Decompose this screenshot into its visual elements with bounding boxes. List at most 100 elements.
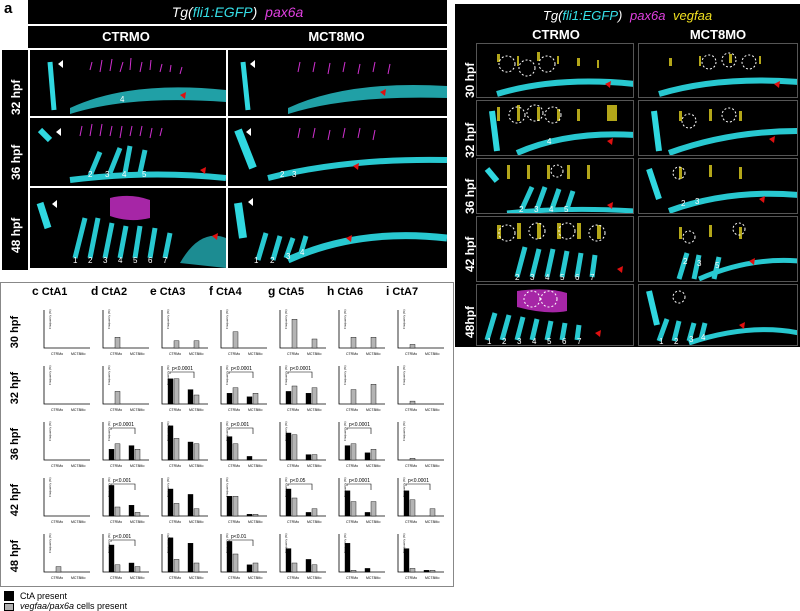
axis bbox=[397, 422, 444, 461]
axis bbox=[43, 478, 90, 517]
bar-chart-h-4: CTRMo MCT8Mo Frequency (%) bbox=[338, 533, 385, 580]
bar-chart-d-1: CTRMo MCT8Mo Frequency (%) bbox=[102, 365, 149, 412]
bar-vegfaa-present bbox=[291, 434, 298, 461]
x-tick-label: MCT8Mo bbox=[425, 464, 439, 468]
bar-cta-present bbox=[128, 505, 135, 517]
y-axis-label: Frequency (%) bbox=[48, 421, 52, 441]
bar-cta-present bbox=[246, 564, 253, 573]
panel-b-row-36: 36 hpf bbox=[463, 178, 477, 214]
bar-vegfaa-present bbox=[173, 559, 180, 573]
axis bbox=[338, 310, 385, 349]
significance-bracket bbox=[169, 371, 195, 378]
panel-a-row-32: 32 hpf bbox=[9, 79, 23, 115]
y-axis-label: Frequency (%) bbox=[48, 477, 52, 497]
p-value-label: p<0.0001 bbox=[408, 478, 429, 484]
bar-chart-i-2: CTRMo MCT8Mo Frequency (%) bbox=[397, 421, 444, 468]
axis bbox=[43, 366, 90, 405]
panel-header-h: h CtA6 bbox=[327, 284, 386, 298]
y-axis-label: Frequency (%) bbox=[166, 477, 170, 497]
bar-vegfaa-present bbox=[291, 497, 298, 517]
y-axis-label: Frequency (%) bbox=[166, 421, 170, 441]
bar-chart-c-1: CTRMo MCT8Mo Frequency (%) bbox=[43, 365, 90, 412]
x-tick-label: CTRMo bbox=[287, 576, 299, 580]
panel-letter: e bbox=[150, 284, 157, 298]
label-cta: 4 bbox=[118, 256, 123, 265]
x-tick-label: CTRMo bbox=[346, 464, 358, 468]
x-tick-label: MCT8Mo bbox=[307, 408, 321, 412]
bar-chart-g-0: CTRMo MCT8Mo Frequency (%) bbox=[279, 309, 326, 356]
bar-chart-d-0: CTRMo MCT8Mo Frequency (%) bbox=[102, 309, 149, 356]
grid-row-label: 42 hpf bbox=[9, 483, 21, 517]
p-value-label: p<0.0001 bbox=[349, 422, 370, 428]
panel-a-image-32-mct8 bbox=[228, 50, 447, 116]
label-cta: 4 bbox=[122, 170, 127, 179]
panel-title: CtA5 bbox=[275, 286, 305, 298]
axis bbox=[43, 422, 90, 461]
significance-bracket bbox=[110, 427, 136, 434]
y-axis-label: Frequency (%) bbox=[166, 533, 170, 553]
x-tick-label: MCT8Mo bbox=[130, 576, 144, 580]
y-axis-label: Frequency (%) bbox=[402, 309, 406, 329]
label-cta: 3 bbox=[286, 252, 291, 261]
bar-chart-c-3: CTRMo MCT8Mo Frequency (%) bbox=[43, 477, 90, 524]
y-axis-label: Frequency (%) bbox=[225, 477, 229, 497]
x-tick-label: CTRMo bbox=[51, 464, 63, 468]
y-axis-label: Frequency (%) bbox=[166, 309, 170, 329]
axis bbox=[43, 534, 90, 573]
bar-cta-present bbox=[246, 456, 253, 461]
label-cta: 2 bbox=[519, 205, 524, 214]
x-tick-label: MCT8Mo bbox=[71, 352, 85, 356]
bar-chart-h-0: CTRMo MCT8Mo Frequency (%) bbox=[338, 309, 385, 356]
x-tick-label: MCT8Mo bbox=[189, 408, 203, 412]
bar-cta-present bbox=[364, 512, 371, 517]
bar-cta-present bbox=[108, 449, 115, 461]
label-cta: 4 bbox=[120, 95, 125, 104]
bar-chart-i-4: CTRMo MCT8Mo Frequency (%) bbox=[397, 533, 444, 580]
significance-bracket bbox=[405, 483, 431, 490]
x-tick-label: MCT8Mo bbox=[189, 464, 203, 468]
x-tick-label: MCT8Mo bbox=[425, 576, 439, 580]
bar-chart-c-0: CTRMo MCT8Mo Frequency (%) bbox=[43, 309, 90, 356]
bar-vegfaa-present bbox=[173, 503, 180, 517]
p-value-label: p<0.0001 bbox=[113, 422, 134, 428]
bar-chart-h-2: CTRMo MCT8Mo Frequency (%) p<0.0001 bbox=[338, 421, 385, 468]
p-value-label: p<0.0001 bbox=[290, 366, 311, 372]
bar-vegfaa-present bbox=[409, 458, 416, 461]
bar-cta-present bbox=[285, 548, 292, 573]
axis bbox=[220, 310, 267, 349]
y-axis-label: Frequency (%) bbox=[107, 533, 111, 553]
legend-swatch-black bbox=[4, 591, 14, 601]
bar-vegfaa-present bbox=[134, 512, 141, 517]
bar-vegfaa-present bbox=[311, 387, 318, 405]
y-axis-label: Frequency (%) bbox=[48, 309, 52, 329]
label-cta: 5 bbox=[133, 256, 138, 265]
panel-a-letter: a bbox=[4, 0, 13, 17]
bar-chart-c-4: CTRMo MCT8Mo Frequency (%) bbox=[43, 533, 90, 580]
x-tick-label: CTRMo bbox=[228, 352, 240, 356]
significance-bracket bbox=[346, 483, 372, 490]
panel-b-image-42-mct8: 2 3 5 bbox=[638, 216, 798, 282]
y-axis-label: Frequency (%) bbox=[284, 365, 288, 385]
p-value-label: p<0.0001 bbox=[349, 478, 370, 484]
x-tick-label: MCT8Mo bbox=[189, 520, 203, 524]
bar-vegfaa-present bbox=[311, 454, 318, 461]
bar-cta-present bbox=[423, 570, 430, 573]
y-axis-label: Frequency (%) bbox=[343, 477, 347, 497]
y-axis-label: Frequency (%) bbox=[343, 533, 347, 553]
bar-vegfaa-present bbox=[370, 449, 377, 461]
bar-cta-present bbox=[403, 490, 410, 517]
x-tick-label: CTRMo bbox=[346, 352, 358, 356]
bar-chart-i-3: CTRMo MCT8Mo Frequency (%) p<0.0001 bbox=[397, 477, 444, 524]
bar-cta-present bbox=[344, 445, 351, 461]
x-tick-label: MCT8Mo bbox=[130, 352, 144, 356]
label-cta: 1 bbox=[487, 337, 492, 346]
bar-cta-present bbox=[108, 544, 115, 573]
bar-cta-present bbox=[226, 541, 233, 573]
panel-header-g: g CtA5 bbox=[268, 284, 327, 298]
panel-a-row-36: 36 hpf bbox=[9, 144, 23, 180]
axis bbox=[43, 310, 90, 349]
label-cta: 7 bbox=[577, 337, 582, 346]
x-tick-label: CTRMo bbox=[51, 352, 63, 356]
label-cta: 5 bbox=[547, 337, 552, 346]
label-cta: 2 bbox=[280, 170, 285, 179]
